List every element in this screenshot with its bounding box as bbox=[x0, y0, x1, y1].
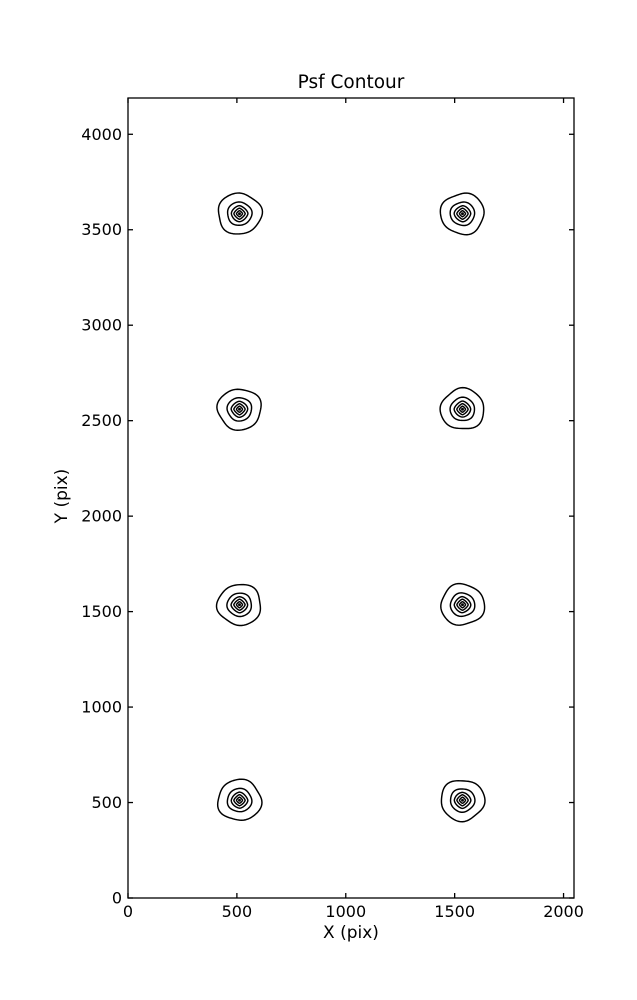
contour-ring-2 bbox=[230, 204, 249, 223]
psf-core-dot bbox=[461, 212, 464, 216]
contour-ring-4 bbox=[235, 209, 244, 218]
contour-ring-2 bbox=[453, 400, 472, 418]
contour-ring-1 bbox=[226, 201, 253, 226]
y-tick-label: 2000 bbox=[81, 507, 122, 526]
contour-ring-0 bbox=[217, 192, 264, 235]
contour-ring-3 bbox=[456, 207, 469, 220]
x-axis-label: X (pix) bbox=[323, 923, 379, 943]
contour-ring-4 bbox=[235, 600, 244, 609]
psf-core-dot bbox=[238, 798, 241, 802]
y-tick-label: 4000 bbox=[81, 125, 122, 144]
psf-core-dot bbox=[238, 603, 241, 607]
contour-ring-4 bbox=[235, 796, 244, 805]
contour-ring-2 bbox=[230, 400, 249, 419]
contour-ring-3 bbox=[233, 207, 246, 220]
contour-ring-4 bbox=[458, 600, 467, 609]
contour-ring-4 bbox=[235, 405, 244, 413]
y-tick-label: 3000 bbox=[81, 316, 122, 335]
contour-ring-3 bbox=[456, 598, 469, 611]
contour-ring-2 bbox=[453, 791, 472, 810]
x-tick-label: 2000 bbox=[543, 902, 584, 921]
contour-ring-0 bbox=[215, 583, 262, 627]
psf-blob-3 bbox=[440, 582, 486, 626]
psf-blob-7 bbox=[439, 192, 485, 236]
y-tick-label: 1500 bbox=[81, 602, 122, 621]
psf-blob-5 bbox=[439, 386, 485, 430]
contour-ring-1 bbox=[226, 397, 253, 422]
contour-ring-1 bbox=[226, 592, 253, 618]
psf-blob-2 bbox=[215, 583, 262, 627]
contour-ring-3 bbox=[233, 793, 246, 807]
contour-ring-2 bbox=[230, 596, 249, 614]
contour-ring-1 bbox=[226, 787, 253, 813]
contour-ring-0 bbox=[216, 778, 263, 821]
psf-core-dot bbox=[461, 603, 464, 607]
contour-ring-4 bbox=[458, 405, 467, 413]
contour-ring-3 bbox=[456, 794, 469, 807]
contour-ring-0 bbox=[440, 780, 486, 823]
psf-core-dot bbox=[238, 407, 241, 411]
y-tick-label: 2500 bbox=[81, 411, 122, 430]
y-tick-label: 1000 bbox=[81, 698, 122, 717]
contour-ring-1 bbox=[449, 396, 476, 422]
chart-title: Psf Contour bbox=[297, 72, 405, 93]
contour-ring-4 bbox=[458, 796, 467, 805]
plot-border bbox=[127, 97, 575, 899]
contour-ring-1 bbox=[449, 592, 476, 618]
contour-ring-3 bbox=[233, 402, 246, 416]
contour-ring-4 bbox=[458, 209, 467, 218]
contour-ring-3 bbox=[233, 598, 246, 611]
contour-ring-1 bbox=[449, 201, 476, 227]
x-tick-label: 1000 bbox=[325, 902, 366, 921]
y-tick-label: 3500 bbox=[81, 220, 122, 239]
contour-ring-2 bbox=[230, 791, 249, 809]
psf-blob-4 bbox=[216, 388, 262, 432]
contour-ring-0 bbox=[439, 192, 485, 236]
x-tick-label: 500 bbox=[222, 902, 253, 921]
contour-ring-3 bbox=[456, 402, 469, 416]
psf-blob-0 bbox=[216, 778, 263, 821]
psf-core-dot bbox=[461, 798, 464, 802]
y-tick-label: 0 bbox=[112, 889, 122, 908]
psf-core-dot bbox=[238, 212, 241, 216]
contour-ring-0 bbox=[439, 386, 485, 430]
y-tick-label: 500 bbox=[91, 793, 122, 812]
x-tick-label: 1500 bbox=[434, 902, 475, 921]
psf-blob-6 bbox=[217, 192, 264, 235]
contour-ring-2 bbox=[453, 595, 472, 614]
contour-ring-1 bbox=[449, 788, 476, 813]
psf-blob-1 bbox=[440, 780, 486, 823]
psf-core-dot bbox=[461, 407, 464, 411]
contour-ring-0 bbox=[216, 388, 262, 432]
contour-ring-2 bbox=[453, 204, 472, 223]
x-tick-label: 0 bbox=[123, 902, 133, 921]
contour-ring-0 bbox=[440, 582, 486, 626]
